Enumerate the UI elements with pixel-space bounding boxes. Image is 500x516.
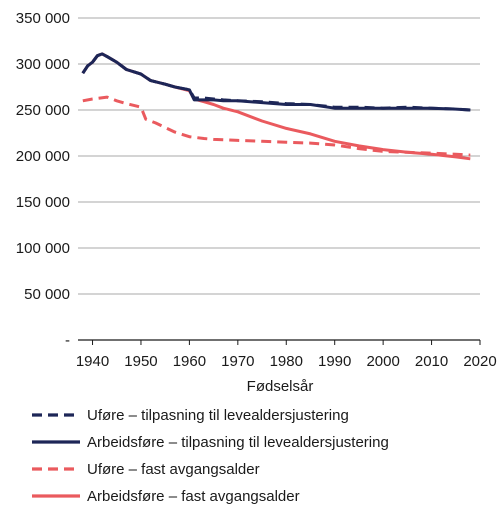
x-tick-label: 1980 xyxy=(270,353,303,370)
y-tick-label: 300 000 xyxy=(16,56,70,73)
x-tick-label: 1940 xyxy=(76,353,109,370)
y-tick-label: 250 000 xyxy=(16,102,70,119)
x-axis-title: Fødselsår xyxy=(247,378,314,395)
gridlines xyxy=(78,17,480,295)
series-line xyxy=(81,52,471,161)
series-line xyxy=(81,52,471,112)
x-tick-label: 1960 xyxy=(173,353,206,370)
legend-label: Arbeidsføre – fast avgangsalder xyxy=(87,488,300,505)
y-axis: - 50 000 100 000 150 000 200 000 250 000 300 0… xyxy=(16,10,70,349)
legend-label: Arbeidsføre – tilpasning til levealdersj… xyxy=(87,434,389,451)
x-tick-label: 2010 xyxy=(415,353,448,370)
x-tick-label: 1990 xyxy=(318,353,351,370)
y-tick-label: 50 000 xyxy=(24,286,70,303)
y-tick-label: 350 000 xyxy=(16,10,70,27)
plot-area xyxy=(81,52,471,161)
y-tick-label: 150 000 xyxy=(16,194,70,211)
x-tick-label: 1970 xyxy=(221,353,254,370)
y-tick-label: - xyxy=(65,332,70,349)
y-tick-label: 100 000 xyxy=(16,240,70,257)
x-tick-label: 2000 xyxy=(366,353,399,370)
x-axis: 1940 1950 1960 1970 1980 1990 2000 2010 2020 xyxy=(76,339,497,370)
x-tick-label: 2020 xyxy=(463,353,496,370)
y-tick-label: 200 000 xyxy=(16,148,70,165)
legend: Uføre – tilpasning til levealdersjusteri… xyxy=(32,407,389,505)
series-line xyxy=(81,52,471,112)
legend-label: Uføre – tilpasning til levealdersjusteri… xyxy=(87,407,349,424)
x-tick-label: 1950 xyxy=(124,353,157,370)
legend-label: Uføre – fast avgangsalder xyxy=(87,461,260,478)
